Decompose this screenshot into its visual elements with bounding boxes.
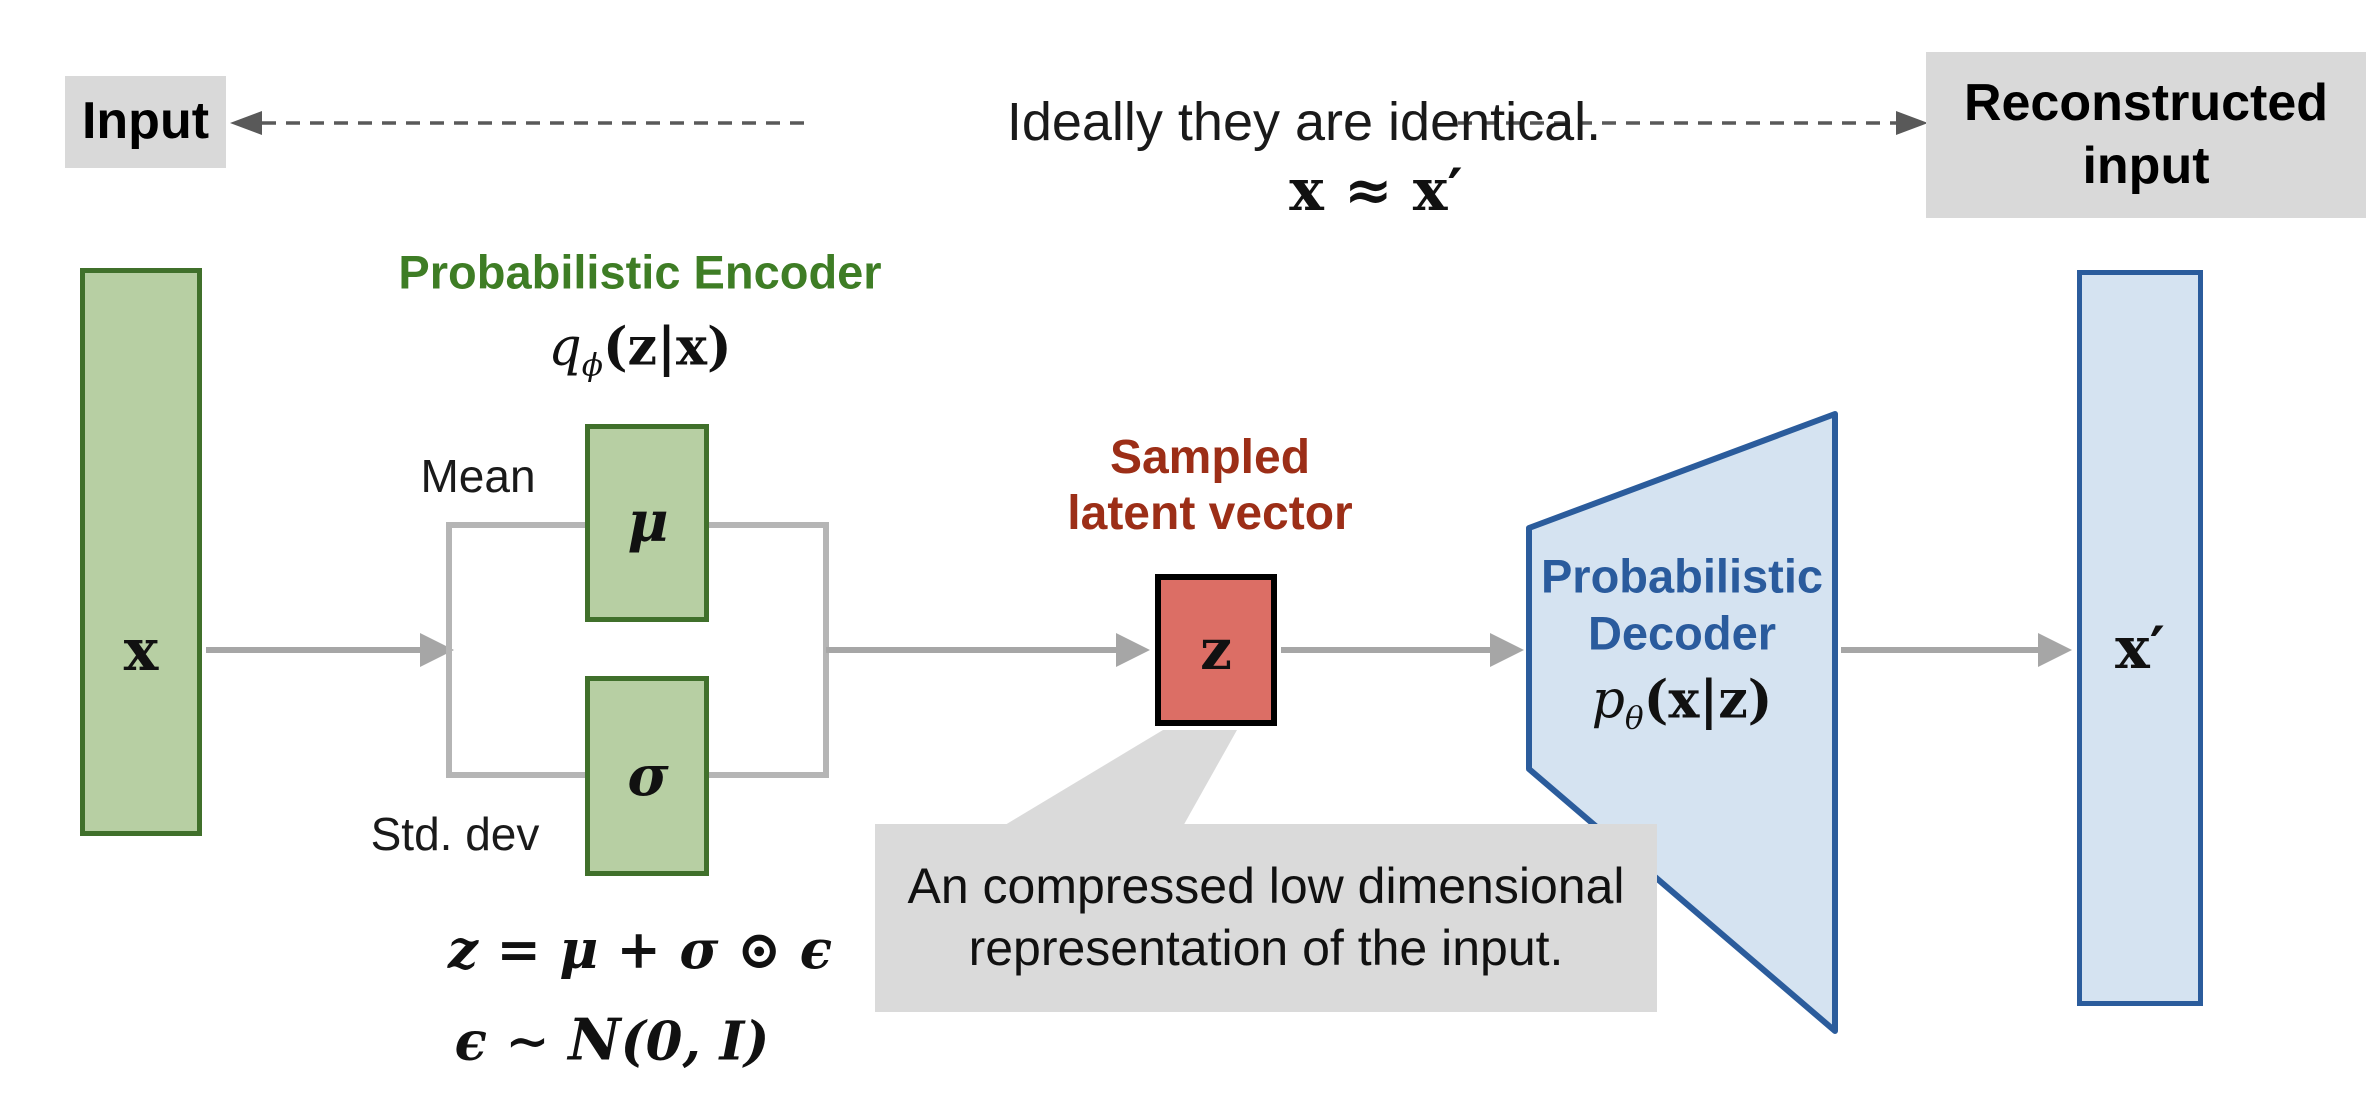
- latent-vector-label: z: [1200, 617, 1232, 683]
- approx-formula: x ≈ x′: [1289, 156, 1463, 224]
- input-vector-label: x: [123, 616, 159, 684]
- encoder-formula-base: q: [548, 317, 582, 378]
- latent-vector-box: [1155, 574, 1277, 726]
- encoder-distribution-formula: qϕ(z|x): [548, 316, 731, 383]
- encoder-title: Probabilistic Encoder: [398, 245, 882, 299]
- mu-box: [585, 424, 709, 622]
- decoder-formula-base: p: [1591, 670, 1625, 731]
- input-label-box: Input: [65, 76, 226, 168]
- encoder-bracket-left: [446, 522, 588, 778]
- callout-line2: representation of the input.: [968, 919, 1564, 976]
- left-arrowhead-icon: [230, 111, 262, 135]
- reconstructed-label-line2: input: [2082, 137, 2210, 195]
- arrow-z-to-decoder-head-icon: [1490, 633, 1524, 667]
- noise-formula-lhs: ϵ ∼: [454, 1010, 569, 1073]
- output-vector-label: x′: [2115, 614, 2165, 682]
- output-vector-bar: [2077, 270, 2203, 1006]
- arrow-encoder-to-z-head-icon: [1116, 633, 1150, 667]
- latent-title-line2: latent vector: [1067, 487, 1353, 541]
- latent-title-line1: Sampled: [1109, 431, 1311, 485]
- input-label: Input: [81, 92, 210, 151]
- decoder-title-line1: Probabilistic: [1540, 549, 1824, 603]
- noise-formula-args: (0, I): [620, 1010, 770, 1073]
- noise-formula-script-n: N: [568, 1006, 621, 1074]
- reparameterization-formula: z = μ + σ ⊙ ϵ: [447, 919, 833, 981]
- reconstructed-label-box: Reconstructed input: [1926, 52, 2366, 218]
- decoder-formula-args: (x|z): [1643, 669, 1773, 731]
- mean-label: Mean: [420, 450, 536, 502]
- identical-caption: Ideally they are identical.: [1006, 92, 1602, 152]
- sigma-box: [585, 676, 709, 876]
- right-arrowhead-icon: [1896, 111, 1928, 135]
- callout-tail: [1000, 730, 1237, 828]
- reconstructed-label-line1: Reconstructed: [1963, 73, 2329, 132]
- input-vector-bar: [80, 268, 202, 836]
- decoder-formula-sub: θ: [1624, 700, 1644, 737]
- decoder-distribution-formula: pθ(x|z): [1592, 669, 1773, 736]
- sigma-label: σ: [627, 743, 669, 809]
- noise-formula: ϵ ∼ N(0, I): [455, 1007, 770, 1074]
- mu-label: μ: [627, 489, 669, 555]
- std-dev-label: Std. dev: [370, 808, 540, 860]
- callout-line1: An compressed low dimensional: [907, 857, 1625, 914]
- encoder-bracket-right: [704, 522, 829, 778]
- encoder-formula-args: (z|x): [602, 316, 732, 378]
- arrow-x-to-encoder-head-icon: [420, 633, 454, 667]
- decoder-title-line2: Decoder: [1587, 606, 1777, 660]
- decoder-trapezoid: [1526, 411, 1838, 1034]
- encoder-formula-sub: ϕ: [581, 347, 603, 384]
- callout-box: [875, 824, 1657, 1012]
- arrow-decoder-to-output-head-icon: [2038, 633, 2072, 667]
